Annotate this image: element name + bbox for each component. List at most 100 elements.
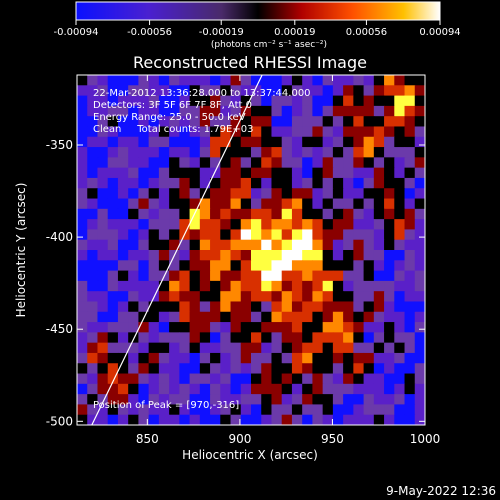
heatmap-cell (322, 208, 334, 220)
heatmap-cell (343, 239, 354, 251)
heatmap-cell (128, 322, 140, 333)
heatmap-cell (199, 260, 211, 272)
heatmap-cell (404, 75, 416, 86)
heatmap-cell (210, 229, 221, 241)
heatmap-cell (363, 147, 375, 158)
heatmap-cell (148, 342, 160, 354)
heatmap-cell (291, 301, 303, 313)
heatmap-cell (332, 404, 344, 416)
heatmap-cell (353, 208, 365, 220)
heatmap-cell (220, 147, 232, 158)
heatmap-cell (312, 342, 324, 354)
heatmap-cell (394, 373, 406, 385)
heatmap-cell (169, 147, 180, 158)
heatmap-cell (128, 147, 140, 158)
heatmap-cell (148, 322, 160, 333)
heatmap-cell (384, 126, 395, 138)
heatmap-cell (97, 105, 109, 117)
heatmap-cell (210, 147, 221, 158)
heatmap-cell (97, 147, 109, 158)
heatmap-cell (251, 383, 262, 395)
heatmap-cell (230, 342, 242, 354)
heatmap-cell (158, 198, 170, 210)
heatmap-cell (271, 373, 283, 385)
heatmap-cell (291, 229, 303, 241)
heatmap-cell (210, 311, 221, 323)
heatmap-cell (230, 116, 242, 128)
heatmap-cell (240, 363, 252, 375)
heatmap-cell (251, 291, 262, 303)
heatmap-cell (210, 219, 221, 231)
heatmap-cell (87, 260, 99, 272)
heatmap-cell (189, 105, 201, 117)
heatmap-cell (343, 250, 354, 261)
heatmap-cell (128, 75, 140, 86)
heatmap-cell (240, 105, 252, 117)
heatmap-cell (77, 352, 88, 364)
heatmap-cell (128, 116, 140, 128)
y-tick-label: -400 (46, 230, 73, 244)
heatmap-cell (332, 126, 344, 138)
heatmap-cell (394, 250, 406, 261)
heatmap-cell (87, 363, 99, 375)
heatmap-cell (302, 260, 314, 272)
heatmap-cell (148, 95, 160, 107)
heatmap-cell (281, 105, 293, 117)
heatmap-cell (117, 260, 129, 272)
heatmap-cell (353, 280, 365, 292)
heatmap-cell (138, 301, 150, 313)
heatmap-cell (291, 177, 303, 189)
heatmap-cell (117, 270, 129, 282)
heatmap-cell (404, 311, 416, 323)
heatmap-cell (240, 136, 252, 148)
heatmap-cell (107, 301, 119, 313)
heatmap-cell (158, 177, 170, 189)
heatmap-cell (169, 188, 180, 200)
heatmap-cell (230, 250, 242, 261)
heatmap-cell (210, 322, 221, 333)
heatmap-cell (87, 394, 99, 406)
heatmap-cell (87, 157, 99, 169)
heatmap-cell (281, 404, 293, 416)
colorbar-gradient (75, 1, 441, 21)
heatmap-cell (373, 270, 385, 282)
heatmap-cell (353, 126, 365, 138)
heatmap-cell (363, 311, 375, 323)
heatmap-cell (87, 239, 99, 251)
heatmap-cell (343, 229, 354, 241)
heatmap-cell (343, 311, 354, 323)
heatmap-cell (158, 311, 170, 323)
heatmap-cell (322, 177, 334, 189)
heatmap-cell (291, 311, 303, 323)
heatmap-cell (230, 332, 242, 344)
heatmap-cell (199, 394, 211, 406)
heatmap-cell (169, 322, 180, 333)
heatmap-cell (281, 311, 293, 323)
heatmap-cell (271, 404, 283, 416)
heatmap-cell (363, 198, 375, 210)
heatmap-cell (302, 383, 314, 395)
heatmap-cell (77, 116, 88, 128)
heatmap-cell (302, 373, 314, 385)
heatmap-cell (302, 332, 314, 344)
heatmap-cell (148, 219, 160, 231)
heatmap-cell (148, 301, 160, 313)
heatmap-cell (169, 414, 180, 425)
heatmap-cell (210, 260, 221, 272)
heatmap-cell (363, 270, 375, 282)
heatmap-cell (169, 239, 180, 251)
heatmap-cell (414, 280, 425, 292)
heatmap-cell (384, 352, 395, 364)
heatmap-cell (117, 75, 129, 86)
heatmap-cell (404, 198, 416, 210)
heatmap-cell (394, 363, 406, 375)
heatmap-cell (189, 342, 201, 354)
heatmap-cell (107, 352, 119, 364)
heatmap-cell (322, 363, 334, 375)
heatmap-cell (373, 291, 385, 303)
heatmap-cell (373, 414, 385, 425)
colorbar-tick-label: 0.00056 (346, 27, 387, 38)
heatmap-cell (322, 105, 334, 117)
heatmap-cell (291, 280, 303, 292)
heatmap-cell (281, 157, 293, 169)
